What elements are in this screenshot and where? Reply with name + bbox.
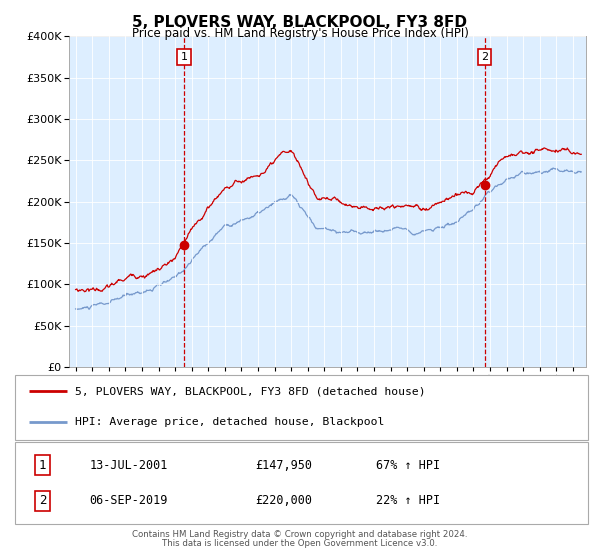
- FancyBboxPatch shape: [15, 375, 588, 440]
- Text: 67% ↑ HPI: 67% ↑ HPI: [376, 459, 440, 472]
- Text: 22% ↑ HPI: 22% ↑ HPI: [376, 494, 440, 507]
- Text: 1: 1: [39, 459, 46, 472]
- Text: £220,000: £220,000: [256, 494, 313, 507]
- Text: 1: 1: [181, 52, 188, 62]
- Text: 06-SEP-2019: 06-SEP-2019: [89, 494, 168, 507]
- Text: HPI: Average price, detached house, Blackpool: HPI: Average price, detached house, Blac…: [75, 417, 385, 427]
- Text: Contains HM Land Registry data © Crown copyright and database right 2024.: Contains HM Land Registry data © Crown c…: [132, 530, 468, 539]
- Text: £147,950: £147,950: [256, 459, 313, 472]
- FancyBboxPatch shape: [15, 442, 588, 524]
- Text: 2: 2: [481, 52, 488, 62]
- Text: 5, PLOVERS WAY, BLACKPOOL, FY3 8FD (detached house): 5, PLOVERS WAY, BLACKPOOL, FY3 8FD (deta…: [75, 386, 426, 396]
- Text: 13-JUL-2001: 13-JUL-2001: [89, 459, 168, 472]
- Text: Price paid vs. HM Land Registry's House Price Index (HPI): Price paid vs. HM Land Registry's House …: [131, 27, 469, 40]
- Text: 5, PLOVERS WAY, BLACKPOOL, FY3 8FD: 5, PLOVERS WAY, BLACKPOOL, FY3 8FD: [133, 15, 467, 30]
- Text: This data is licensed under the Open Government Licence v3.0.: This data is licensed under the Open Gov…: [163, 539, 437, 548]
- Text: 2: 2: [39, 494, 46, 507]
